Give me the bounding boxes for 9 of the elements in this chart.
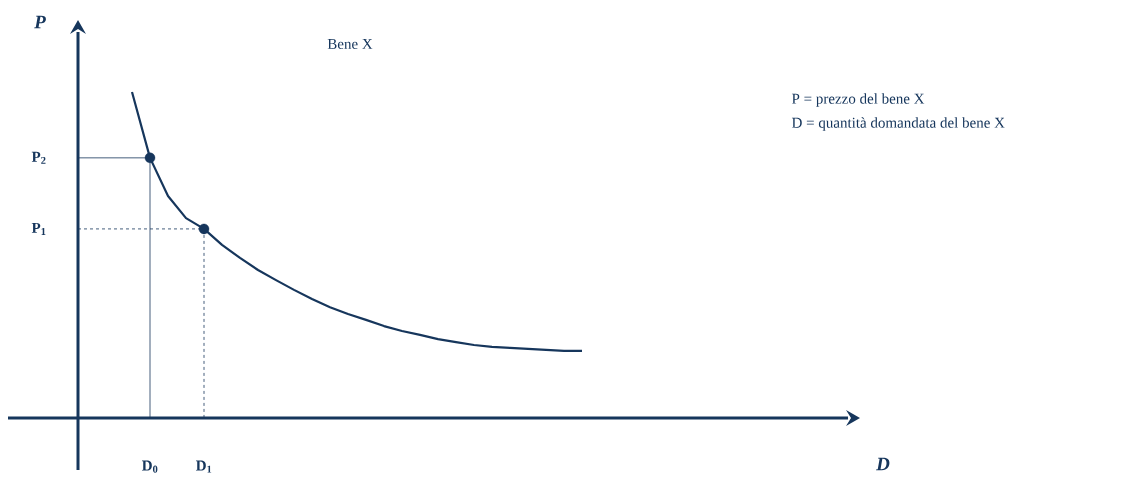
ref-line-label: P$_{2}$ (31, 151, 46, 164)
y-axis-title: P (34, 15, 46, 29)
text: D (876, 457, 890, 471)
text: D = quantità domandata del bene X (791, 117, 1005, 131)
chart-title: Bene X (327, 39, 373, 49)
x-tick-label: D$_{1}$ (195, 460, 212, 473)
text: P = prezzo del bene X (791, 93, 925, 107)
x-tick-label: D$_{0}$ (141, 460, 158, 473)
ref-line-label: P$_{1}$ (31, 222, 46, 235)
